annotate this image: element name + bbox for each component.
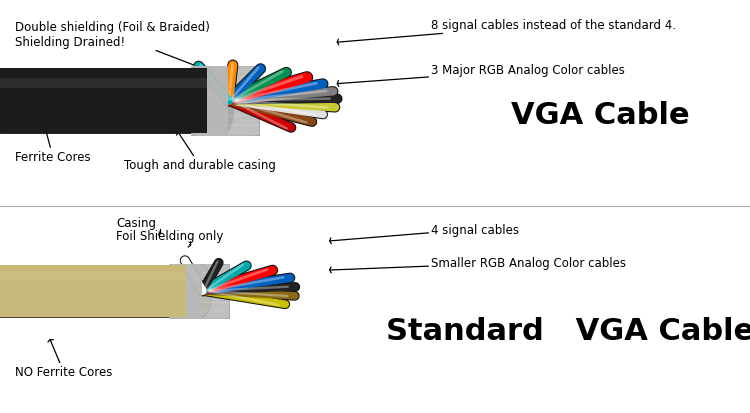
- Text: Smaller RGB Analog Color cables: Smaller RGB Analog Color cables: [330, 256, 626, 273]
- Text: Foil Shielding only: Foil Shielding only: [116, 229, 224, 247]
- Text: Ferrite Cores: Ferrite Cores: [15, 131, 91, 164]
- Bar: [0, 79, 207, 88]
- Bar: [169, 264, 202, 318]
- Bar: [191, 67, 228, 135]
- Text: Casing: Casing: [116, 217, 160, 235]
- Text: 4 signal cables: 4 signal cables: [330, 223, 519, 244]
- Bar: [0, 69, 207, 133]
- Bar: [191, 67, 259, 135]
- Text: 3 Major RGB Analog Color cables: 3 Major RGB Analog Color cables: [338, 64, 626, 87]
- Bar: [0, 69, 225, 133]
- Ellipse shape: [194, 266, 211, 317]
- Bar: [0, 266, 202, 317]
- Bar: [169, 264, 229, 318]
- Text: VGA Cable: VGA Cable: [511, 101, 689, 130]
- Bar: [0, 266, 186, 317]
- Text: NO Ferrite Cores: NO Ferrite Cores: [15, 340, 112, 378]
- Text: Tough and durable casing: Tough and durable casing: [124, 133, 276, 172]
- Ellipse shape: [216, 69, 234, 133]
- Text: Double shielding (Foil & Braided)
Shielding Drained!: Double shielding (Foil & Braided) Shield…: [15, 21, 218, 77]
- Bar: [0, 273, 186, 281]
- Text: 8 signal cables instead of the standard 4.: 8 signal cables instead of the standard …: [338, 19, 676, 46]
- Text: Standard   VGA Cable: Standard VGA Cable: [386, 316, 750, 345]
